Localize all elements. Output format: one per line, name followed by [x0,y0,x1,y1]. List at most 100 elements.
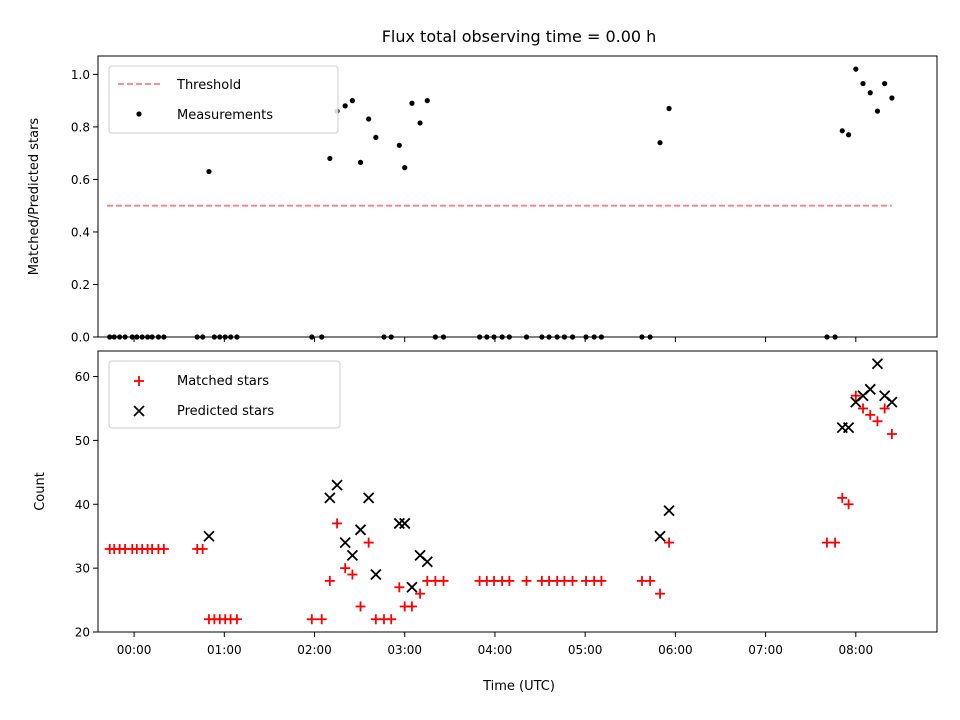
chart-title: Flux total observing time = 0.00 h [382,27,657,46]
y-tick-label: 0.4 [71,225,90,239]
matched-star-point [858,403,869,414]
legend-predicted-label: Predicted stars [177,404,274,419]
predicted-star-point [354,524,367,536]
bottom-plot-area [104,358,898,625]
matched-star-point [850,390,861,401]
matched-star-point [886,429,897,440]
measurement-point [409,100,415,106]
measurement-point [657,140,663,146]
measurement-point [349,98,356,104]
measurement-point [845,132,852,138]
x-tick-label: 03:00 [387,643,422,657]
measurement-point [206,168,212,175]
predicted-star-point [886,396,898,408]
y-tick-label: 1.0 [71,68,90,82]
measurement-point [402,165,408,171]
legend-measurements-label: Measurements [177,108,273,123]
top-x-axis [133,337,857,342]
y-tick-label: 50 [75,434,90,448]
top-legend-frame [108,65,339,134]
matched-star-point [231,614,242,625]
predicted-star-point [393,517,405,530]
matched-star-point [158,543,169,554]
legend-predicted-swatch [133,405,145,417]
predicted-star-point [421,556,433,568]
measurement-point [424,98,430,104]
x-tick-label: 08:00 [839,643,874,657]
bottom-legend: Matched stars Predicted stars [108,360,341,429]
matched-star-point [865,409,876,420]
x-tick-label: 04:00 [478,643,513,657]
y-tick-label: 60 [75,370,90,384]
measurement-point [366,116,372,122]
top-y-axis: 0.0 0.2 0.4 0.6 0.8 1.0 [71,68,98,345]
y-tick-label: 30 [75,562,90,576]
bottom-y-axis-label: Count [33,472,48,511]
x-tick-label: 00:00 [117,643,152,657]
top-panel: Flux total observing time = 0.00 h 0.0 0.… [27,27,938,345]
measurement-point [889,95,895,101]
predicted-star-point [663,505,675,517]
measurement-point [373,134,379,141]
predicted-star-point [370,568,382,581]
measurement-point [342,103,348,109]
predicted-star-point [864,383,876,395]
bottom-legend-frame [108,360,341,429]
legend-threshold-label: Threshold [176,78,241,93]
y-tick-label: 40 [75,498,90,512]
bottom-panel: 20 30 40 50 60 00:00 01:00 02:00 03:00 04:00 05:0… [33,350,938,694]
bottom-axes-frame [97,350,938,633]
matched-star-point [645,575,656,586]
matched-star-point [664,537,675,548]
legend-matched-label: Matched stars [177,374,269,389]
measurement-point [839,128,845,134]
matched-star-point [843,499,854,510]
x-tick-label: 07:00 [748,643,783,657]
legend-matched-swatch [134,376,144,386]
measurement-point [867,90,873,96]
predicted-star-point [406,581,418,593]
measurement-point [666,105,672,112]
top-axes-frame [97,55,938,338]
matched-star-point [879,403,890,414]
matched-star-point [332,518,343,529]
predicted-star-point [871,358,884,370]
matched-star-point [415,588,426,599]
predicted-star-point [203,530,215,542]
y-tick-label: 0.0 [71,331,90,345]
matched-star-point [830,537,841,548]
bottom-x-axis: 00:00 01:00 02:00 03:00 04:00 05:00 06:00 07:00… [117,632,873,657]
measurement-point [357,159,364,165]
matched-star-point [197,543,208,554]
measurement-point [327,155,333,162]
matched-star-point [394,582,405,593]
matched-star-point [324,575,335,586]
predicted-star-point [654,530,666,542]
matched-star-point [438,575,449,586]
top-legend: Threshold Measurements [108,65,339,134]
x-tick-label: 06:00 [658,643,693,657]
top-y-axis-label: Matched/Predicted stars [27,118,42,276]
measurement-point [882,80,888,87]
y-tick-label: 20 [75,626,90,640]
matched-star-point [655,588,666,599]
bottom-x-axis-label: Time (UTC) [482,679,555,694]
matched-star-point [567,575,578,586]
measurement-point [874,108,881,114]
predicted-star-point [339,536,351,549]
legend-measurements-swatch [136,111,142,117]
predicted-star-point [324,492,336,504]
matched-star-point [386,614,397,625]
measurement-point [860,80,866,87]
matched-star-point [340,563,351,574]
matched-star-point [837,492,848,503]
predicted-star-point [363,492,375,504]
measurement-point [396,142,402,148]
matched-star-point [306,614,317,625]
matched-star-point [872,416,883,427]
measurement-point [853,66,859,72]
y-tick-label: 0.6 [71,173,90,187]
matched-star-point [316,614,327,625]
predicted-star-point [346,549,359,562]
